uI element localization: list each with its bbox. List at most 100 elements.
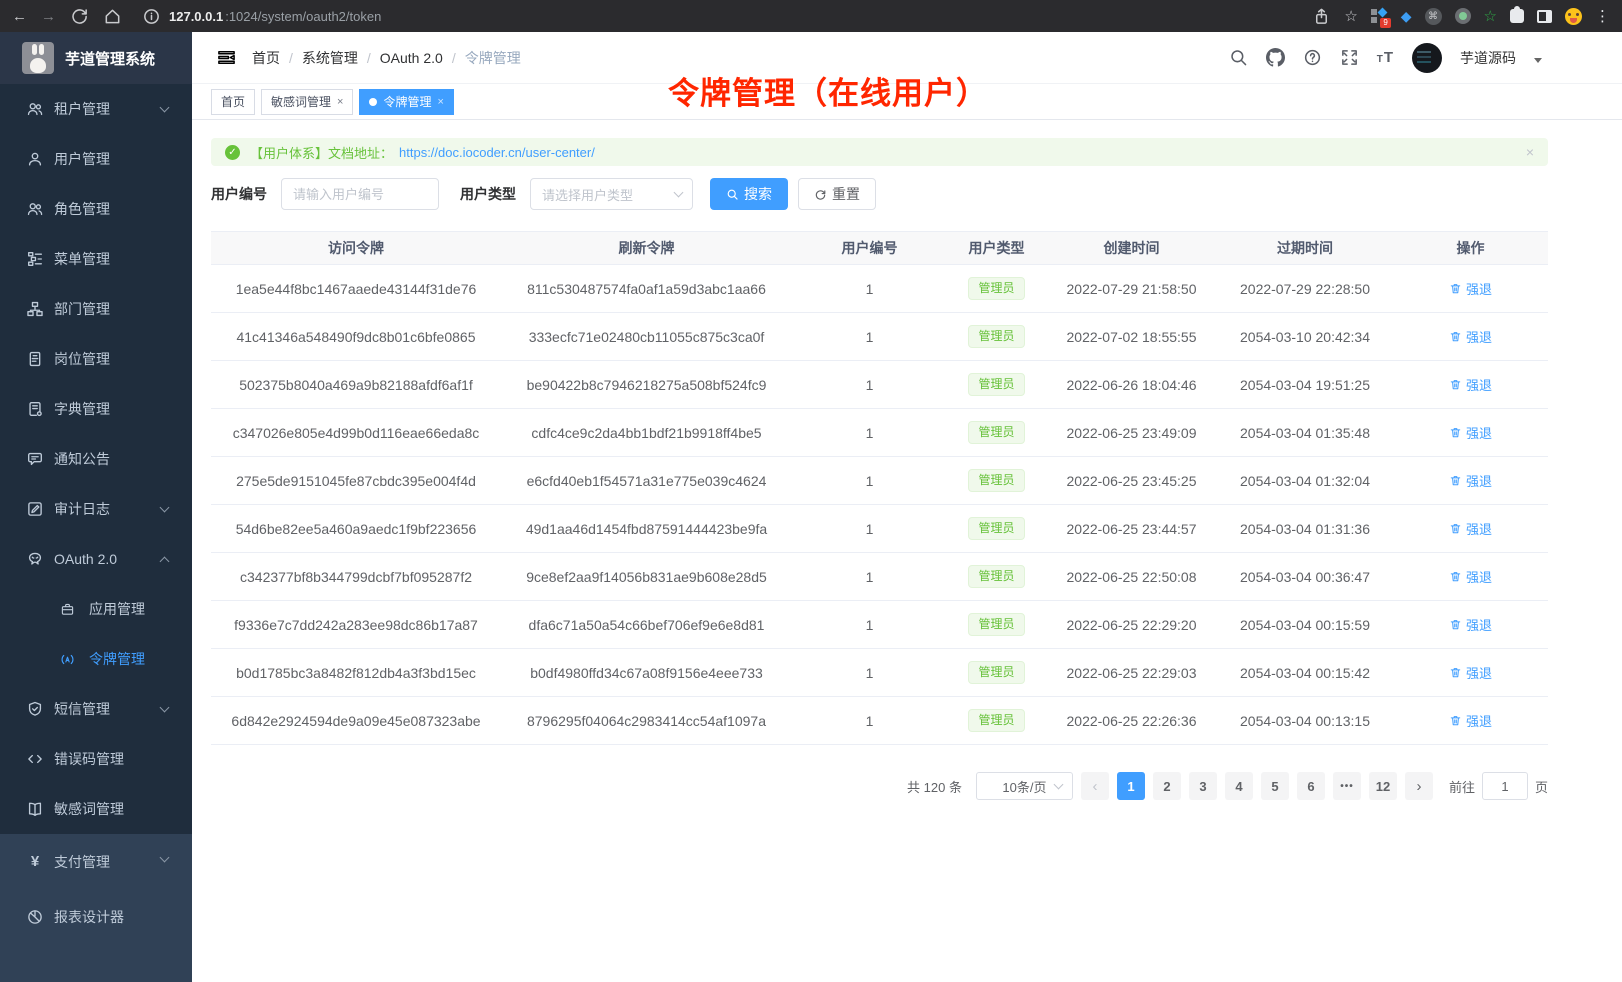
- command-extension-icon[interactable]: ⌘: [1424, 7, 1442, 25]
- badge-icon: [26, 350, 44, 368]
- reset-button[interactable]: 重置: [798, 178, 876, 210]
- tab-令牌管理[interactable]: 令牌管理 ×: [359, 88, 454, 115]
- alert-text: 【用户体系】文档地址：: [250, 145, 394, 161]
- force-logout-button[interactable]: 强退: [1449, 471, 1492, 490]
- github-icon[interactable]: [1265, 48, 1285, 67]
- column-header-操作: 操作: [1393, 231, 1548, 265]
- tab-close-icon[interactable]: ×: [437, 95, 444, 108]
- sidebar-item-租户管理[interactable]: 租户管理: [0, 84, 192, 134]
- sidebar-item-应用管理[interactable]: 应用管理: [0, 584, 192, 634]
- gem-extension-icon[interactable]: ◆: [1400, 7, 1412, 24]
- user-type-badge: 管理员: [968, 277, 1025, 300]
- alert-close-icon[interactable]: ×: [1525, 144, 1534, 160]
- page-size-select[interactable]: 10条/页: [975, 772, 1073, 800]
- action-cell: 强退: [1393, 456, 1548, 505]
- goto-page-input[interactable]: [1481, 772, 1528, 800]
- bookmark-star-icon[interactable]: ☆: [1344, 7, 1358, 25]
- tab-首页[interactable]: 首页: [211, 88, 256, 115]
- force-logout-button[interactable]: 强退: [1449, 615, 1492, 634]
- profile-avatar-icon[interactable]: [1565, 7, 1582, 25]
- sidebar-item-通知公告[interactable]: 通知公告: [0, 434, 192, 484]
- sidebar-item-敏感词管理[interactable]: 敏感词管理: [0, 784, 192, 834]
- puzzle-extensions-icon[interactable]: [1510, 6, 1524, 23]
- force-logout-button[interactable]: 强退: [1449, 279, 1492, 298]
- force-logout-button[interactable]: 强退: [1449, 519, 1492, 538]
- sidebar-item-令牌管理[interactable]: 令牌管理: [0, 634, 192, 684]
- sidebar-item-岗位管理[interactable]: 岗位管理: [0, 334, 192, 384]
- share-icon[interactable]: [1312, 7, 1331, 26]
- force-logout-button[interactable]: 强退: [1449, 327, 1492, 346]
- breadcrumb-item-OAuth 2.0[interactable]: OAuth 2.0: [379, 49, 443, 66]
- app-logo[interactable]: 芋道管理系统: [0, 32, 192, 84]
- collapse-sidebar-icon[interactable]: [217, 48, 236, 67]
- browser-menu-icon[interactable]: ⋮: [1595, 7, 1610, 25]
- next-page-button[interactable]: ›: [1404, 772, 1433, 800]
- created-time-cell: 2022-07-29 21:58:50: [1046, 264, 1217, 313]
- user-id-label: 用户编号: [211, 186, 267, 202]
- user-type-cell: 管理员: [947, 648, 1046, 697]
- sidebar-item-菜单管理[interactable]: 菜单管理: [0, 234, 192, 284]
- breadcrumb-item-系统管理[interactable]: 系统管理: [301, 49, 358, 66]
- sidebar-item-支付管理[interactable]: ¥ 支付管理: [0, 834, 192, 889]
- user-avatar[interactable]: [1412, 42, 1442, 73]
- force-logout-button[interactable]: 强退: [1449, 423, 1492, 442]
- help-icon[interactable]: [1303, 48, 1322, 67]
- browser-home-icon[interactable]: [103, 7, 122, 26]
- user-id-input[interactable]: [281, 178, 439, 210]
- address-bar[interactable]: 127.0.0.1:1024/system/oauth2/token: [142, 7, 1298, 26]
- sidebar-item-角色管理[interactable]: 角色管理: [0, 184, 192, 234]
- sidebar-item-用户管理[interactable]: 用户管理: [0, 134, 192, 184]
- page-info-icon[interactable]: [142, 7, 161, 26]
- refresh-token-cell: 49d1aa46d1454fbd87591444423be9fa: [501, 504, 792, 553]
- extension-grid-icon[interactable]: 9: [1370, 7, 1391, 28]
- search-icon[interactable]: [1229, 48, 1248, 67]
- expire-time-cell: 2054-03-04 00:15:59: [1217, 600, 1393, 649]
- tab-close-icon[interactable]: ×: [337, 95, 344, 108]
- action-cell: 强退: [1393, 648, 1548, 697]
- page-ellipsis-button[interactable]: •••: [1332, 772, 1361, 800]
- page-button-12[interactable]: 12: [1368, 772, 1397, 800]
- breadcrumb-item-首页[interactable]: 首页: [252, 49, 280, 66]
- pagination-total: 共 120 条: [907, 779, 962, 795]
- sidebar-item-短信管理[interactable]: 短信管理: [0, 684, 192, 734]
- sidebar-item-OAuth 2.0[interactable]: OAuth 2.0: [0, 534, 192, 584]
- user-type-select[interactable]: 请选择用户类型: [530, 178, 693, 210]
- user-type-badge: 管理员: [968, 325, 1025, 348]
- user-icon: [26, 150, 44, 168]
- fullscreen-icon[interactable]: [1340, 48, 1359, 67]
- page-button-1[interactable]: 1: [1116, 772, 1145, 800]
- recorder-extension-icon[interactable]: [1454, 8, 1471, 24]
- prev-page-button[interactable]: ‹: [1080, 772, 1109, 800]
- page-button-5[interactable]: 5: [1260, 772, 1289, 800]
- sidepanel-icon[interactable]: [1537, 9, 1552, 23]
- force-logout-button[interactable]: 强退: [1449, 375, 1492, 394]
- sidebar-item-部门管理[interactable]: 部门管理: [0, 284, 192, 334]
- sidebar-item-label: 短信管理: [54, 701, 110, 717]
- book-icon: [26, 800, 44, 818]
- sidebar-item-错误码管理[interactable]: 错误码管理: [0, 734, 192, 784]
- browser-back-icon[interactable]: ←: [12, 7, 27, 25]
- page-button-2[interactable]: 2: [1152, 772, 1181, 800]
- tab-敏感词管理[interactable]: 敏感词管理 ×: [261, 88, 354, 115]
- page-button-3[interactable]: 3: [1188, 772, 1217, 800]
- font-size-icon[interactable]: TT: [1376, 48, 1394, 66]
- user-name[interactable]: 芋道源码: [1460, 49, 1516, 66]
- user-id-cell: 1: [792, 360, 947, 409]
- page-button-6[interactable]: 6: [1296, 772, 1325, 800]
- alert-doc-link[interactable]: https://doc.iocoder.cn/user-center/: [399, 144, 595, 160]
- refresh-token-cell: e6cfd40eb1f54571a31e775e039c4624: [501, 456, 792, 505]
- sidebar-item-审计日志[interactable]: 审计日志: [0, 484, 192, 534]
- page-button-4[interactable]: 4: [1224, 772, 1253, 800]
- star-extension-icon[interactable]: ☆: [1483, 8, 1497, 25]
- force-logout-button[interactable]: 强退: [1449, 663, 1492, 682]
- force-logout-button[interactable]: 强退: [1449, 711, 1492, 730]
- browser-forward-icon[interactable]: →: [41, 7, 56, 25]
- browser-reload-icon[interactable]: [70, 7, 89, 26]
- search-button[interactable]: 搜索: [710, 178, 788, 210]
- sidebar-item-字典管理[interactable]: 字典管理: [0, 384, 192, 434]
- sidebar-item-label: 租户管理: [54, 101, 110, 117]
- sidebar-item-报表设计器[interactable]: 报表设计器: [0, 889, 192, 944]
- user-menu-caret-icon[interactable]: [1534, 57, 1542, 63]
- force-logout-button[interactable]: 强退: [1449, 567, 1492, 586]
